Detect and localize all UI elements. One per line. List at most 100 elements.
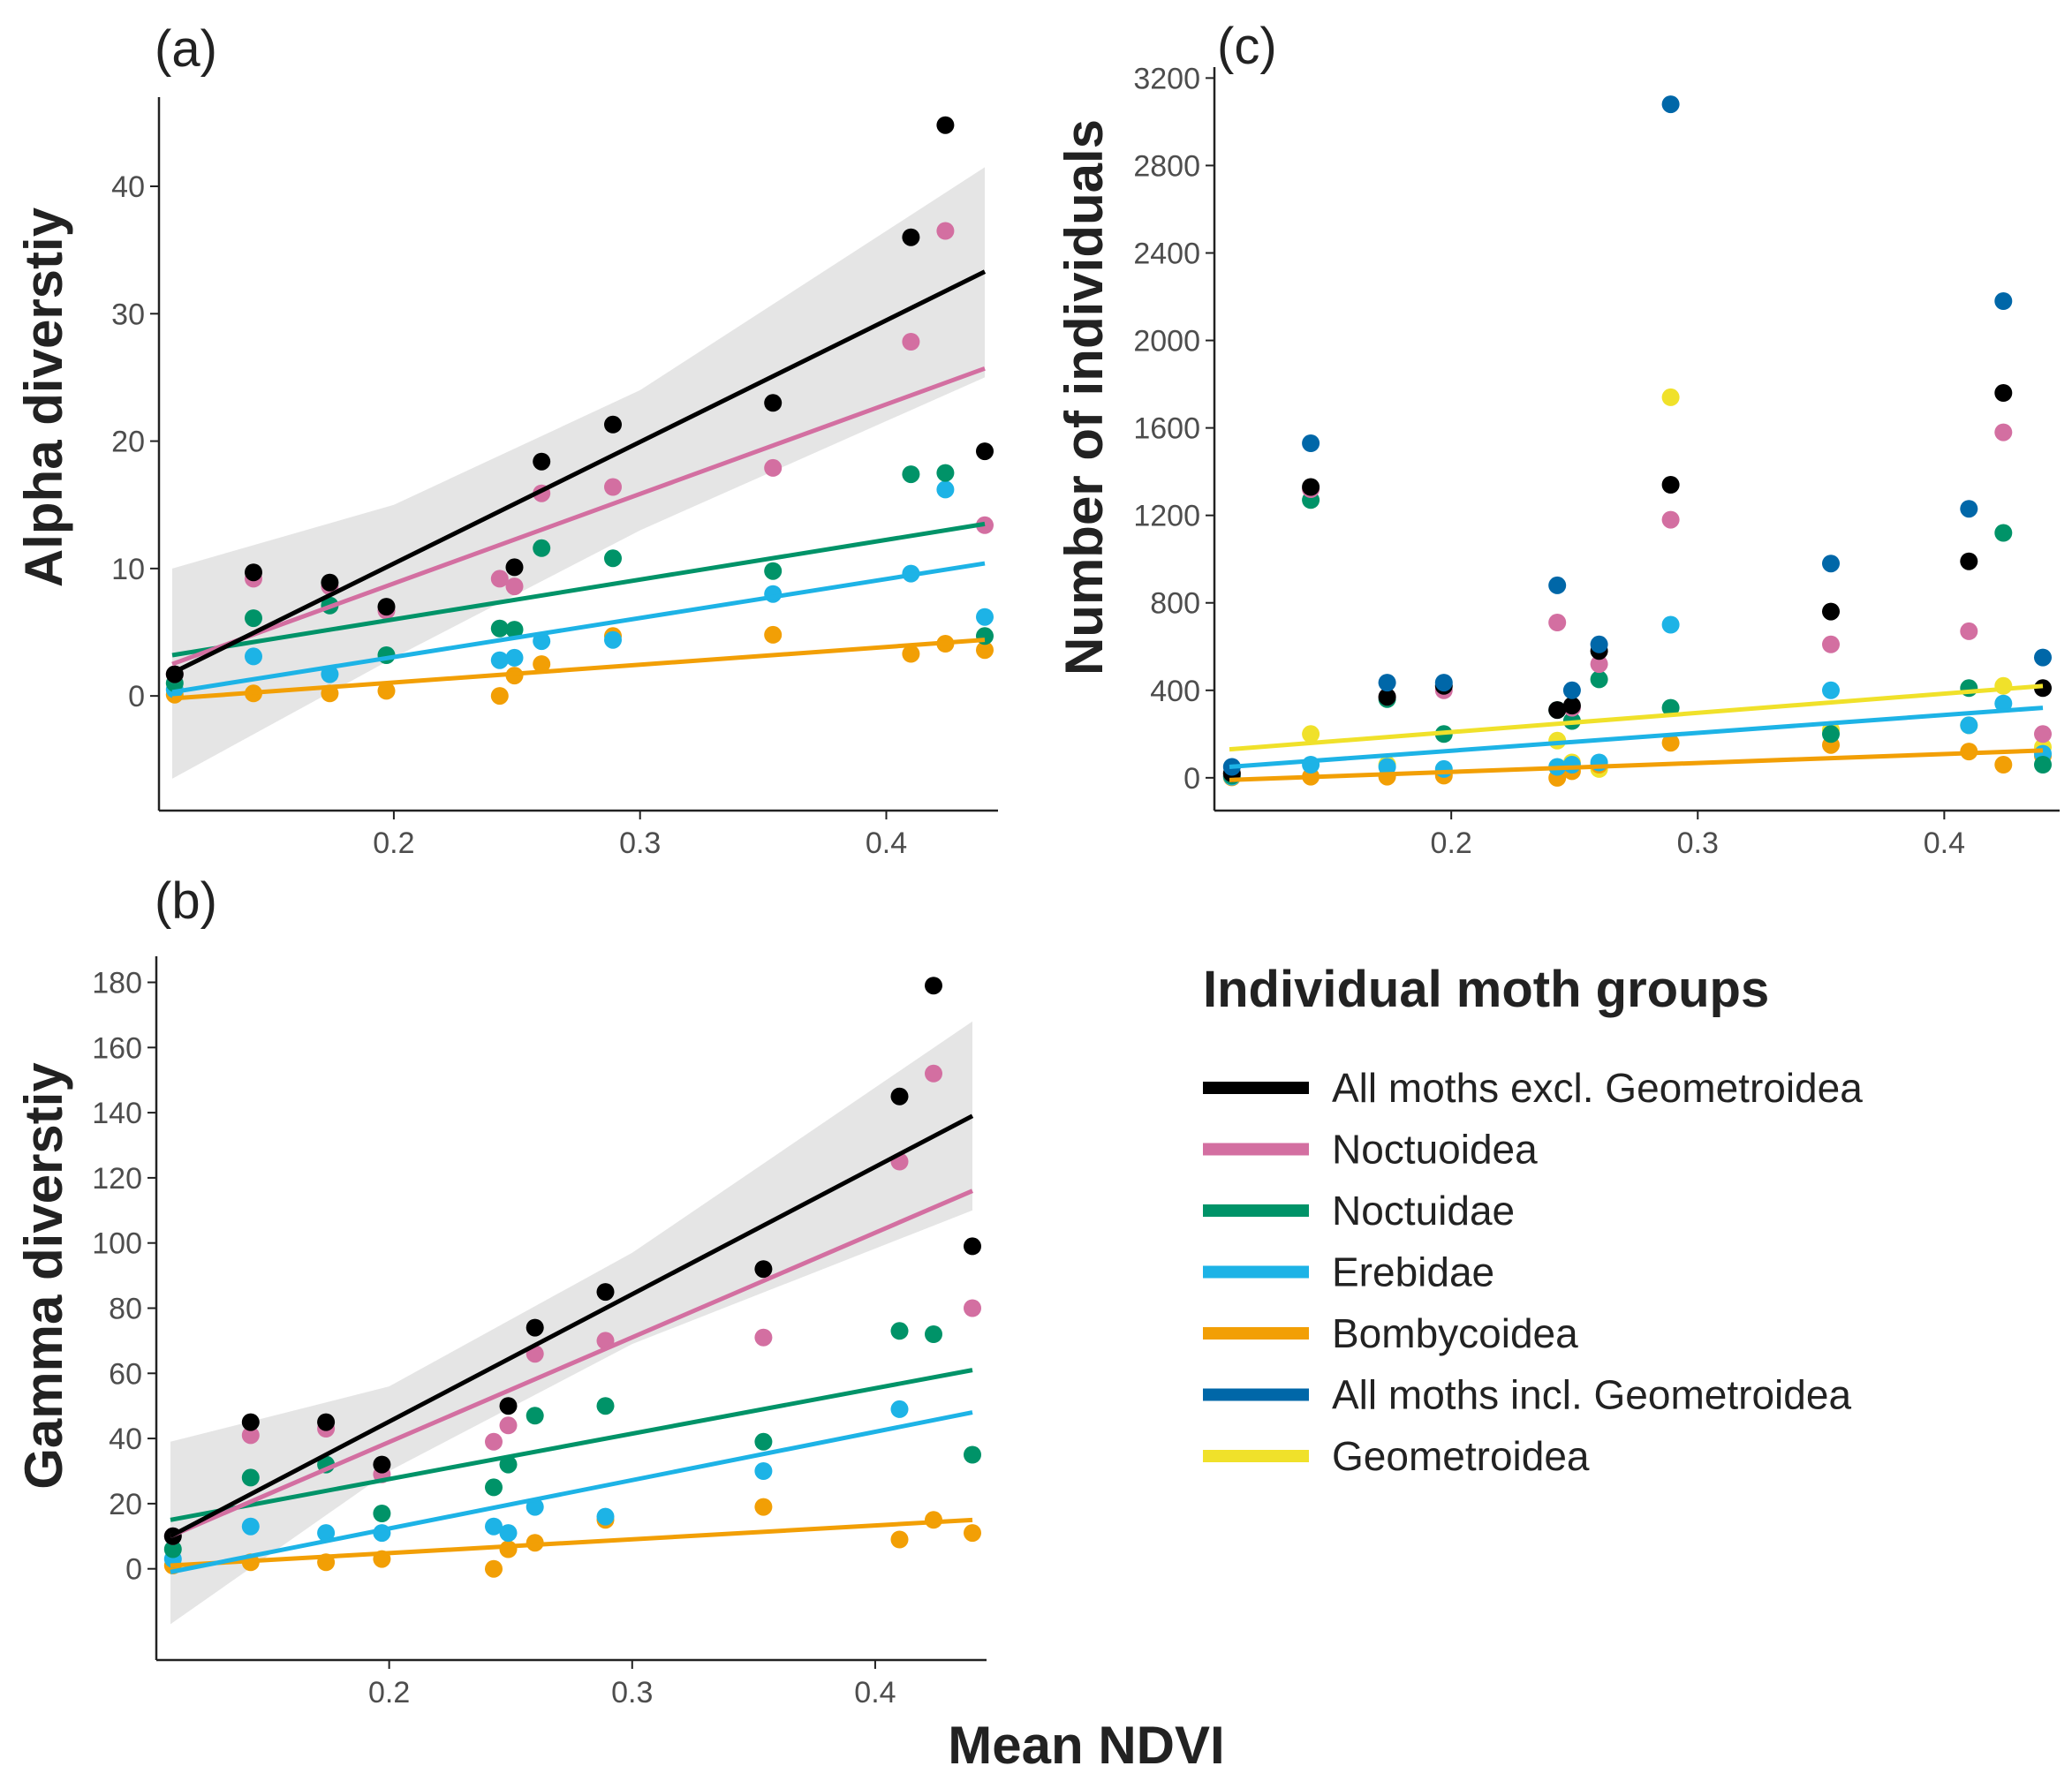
legend: Individual moth groups All moths excl. Ge… [1203,961,1863,1479]
confidence-band-b [170,1021,972,1625]
y-tick-label-b: 120 [92,1162,142,1196]
point-noctuoidea [754,1328,773,1347]
point-bombycoidea [902,645,920,663]
point-all_excl [1562,697,1581,715]
point-noctuidae [764,562,783,580]
point-all_excl [1661,476,1680,494]
legend-item-geometroidea: Geometroidea [1203,1433,1590,1479]
point-noctuoidea [1661,510,1680,529]
point-all_excl [317,1413,336,1431]
point-noctuoidea [1822,635,1840,653]
point-all_incl [1378,674,1396,692]
point-noctuoidea [1960,622,1978,640]
panel-b: (b) 0 20 40 60 80 100 120 140 160 180 0.2 0.3 0.4 Gamm… [14,872,987,1709]
y-tick-label-c: 1600 [1133,412,1200,446]
y-tick-label-b: 40 [109,1423,142,1456]
y-tick-label-b: 140 [92,1097,142,1130]
figure-x-axis-title: Mean NDVI [948,1716,1224,1775]
point-erebidae [1994,694,2013,713]
legend-label-erebidae: Erebidae [1332,1249,1494,1295]
point-erebidae [241,1517,260,1536]
panel-label-c: (c) [1217,18,1277,75]
y-tick-label-c: 400 [1150,675,1200,708]
fit-line-bombycoidea [170,1517,973,1568]
point-all_excl [321,573,339,592]
point-all_excl [1378,688,1396,706]
point-erebidae [245,647,262,666]
point-all_excl [1994,384,2013,402]
point-noctuidae [499,1455,518,1474]
legend-label-geometroidea: Geometroidea [1332,1433,1590,1479]
point-noctuidae [1994,524,2013,542]
point-noctuoidea [485,1432,503,1451]
y-tick-label-b: 0 [125,1553,142,1587]
y-tick-label-b: 100 [92,1227,142,1261]
point-erebidae [1562,756,1581,774]
point-noctuoidea [1994,423,2013,441]
point-bombycoidea [490,687,509,706]
legend-item-noctuidae: Noctuidae [1203,1188,1515,1234]
point-bombycoidea [964,1524,981,1543]
point-bombycoidea [533,655,551,674]
point-erebidae [499,1524,518,1543]
fit-line-geometroidea [1229,683,2044,752]
fit-line-erebidae [1229,706,2044,769]
point-all_excl [754,1260,773,1279]
fit-line-noctuidae [171,521,986,658]
x-tick-label-c: 0.4 [1924,826,1965,860]
y-tick-label-c: 2000 [1133,325,1200,358]
point-all_excl [499,1397,518,1415]
point-noctuidae [964,1445,981,1464]
fit-line-bombycoidea [171,638,986,701]
point-geometroidea [1302,725,1320,743]
y-tick-label-c: 3200 [1133,62,1200,95]
legend-item-bombycoidea: Bombycoidea [1203,1310,1578,1356]
point-all_excl [604,415,622,434]
point-erebidae [1378,758,1396,776]
point-noctuoidea [964,1299,981,1317]
point-noctuidae [485,1478,503,1497]
legend-label-all_excl: All moths excl. Geometroidea [1332,1065,1863,1111]
point-all_excl [241,1413,260,1431]
point-all_excl [1822,602,1840,621]
x-tick-label-a: 0.4 [866,826,907,860]
y-tick-label-c: 2800 [1133,149,1200,183]
point-all_incl [1960,500,1978,518]
point-noctuoidea [1548,614,1567,631]
y-tick-label-b: 80 [109,1293,142,1326]
point-erebidae [890,1400,909,1418]
point-noctuidae [754,1432,773,1451]
y-tick-label-c: 0 [1183,762,1200,796]
point-all_excl [526,1318,544,1337]
legend-title: Individual moth groups [1203,961,1769,1018]
point-geometroidea [1994,676,2013,695]
point-all_incl [1822,555,1840,573]
point-erebidae [604,630,622,649]
point-erebidae [976,608,994,626]
point-all_incl [1434,674,1453,692]
point-noctuidae [505,621,524,639]
point-bombycoidea [1994,756,2013,774]
point-noctuidae [1590,670,1608,689]
point-noctuoidea [505,577,524,596]
point-erebidae [754,1462,773,1480]
y-tick-label-a: 0 [128,680,145,713]
point-all_excl [1548,701,1567,720]
point-noctuidae [925,1325,942,1343]
point-all_excl [245,563,262,582]
point-noctuidae [1661,698,1680,717]
y-tick-label-b: 160 [92,1031,142,1065]
point-all_incl [1562,681,1581,699]
point-noctuidae [1822,725,1840,743]
point-noctuidae [526,1407,544,1425]
point-all_excl [377,598,396,616]
point-bombycoidea [764,625,783,644]
y-tick-label-a: 20 [111,426,145,459]
y-tick-label-c: 2400 [1133,238,1200,271]
panel-a: (a) 0 10 20 30 40 0.2 0.3 0.4 Alpha diverstiy [14,20,998,860]
point-noctuidae [533,539,551,557]
point-all_excl [925,977,942,995]
point-noctuidae [245,609,262,628]
x-tick-label-a: 0.3 [619,826,661,860]
